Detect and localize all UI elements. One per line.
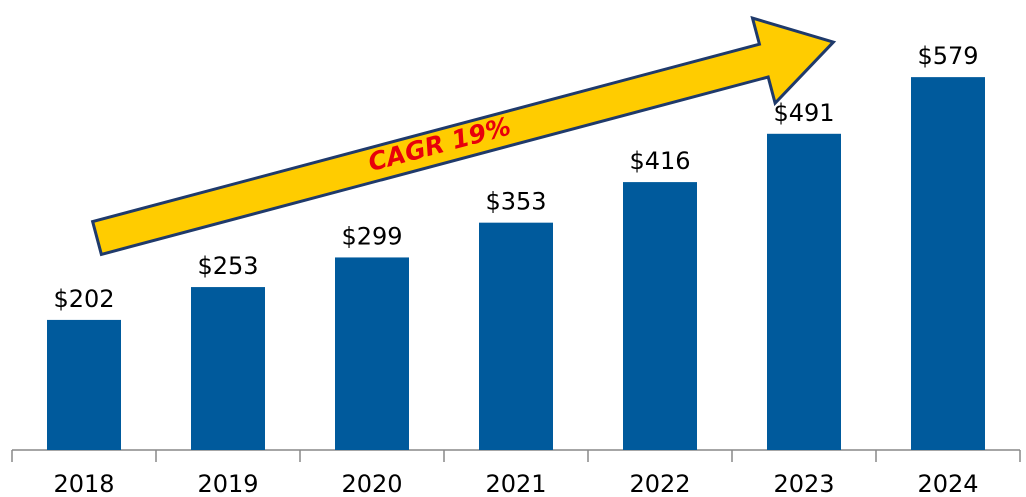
x-tick-label: 2021 (485, 470, 546, 497)
value-label: $416 (629, 147, 690, 175)
bar (479, 222, 553, 450)
x-tick-label: 2022 (629, 470, 690, 497)
value-label: $353 (485, 188, 546, 216)
bar (335, 257, 409, 450)
value-label: $299 (341, 222, 402, 250)
value-label: $253 (197, 252, 258, 280)
bar (47, 319, 121, 450)
x-tick-label: 2018 (53, 470, 114, 497)
value-label: $202 (53, 285, 114, 313)
value-label: $579 (917, 42, 978, 70)
bar (767, 133, 841, 450)
bar (191, 287, 265, 450)
value-label: $491 (773, 99, 834, 127)
x-tick-label: 2023 (773, 470, 834, 497)
bar (623, 182, 697, 450)
x-tick-label: 2019 (197, 470, 258, 497)
growth-arrow: CAGR 19% (90, 15, 837, 257)
x-tick-label: 2024 (917, 470, 978, 497)
x-tick-label: 2020 (341, 470, 402, 497)
arrow-shape (90, 15, 837, 257)
cagr-annotation: CAGR 19% (365, 112, 514, 178)
bar (911, 77, 985, 451)
